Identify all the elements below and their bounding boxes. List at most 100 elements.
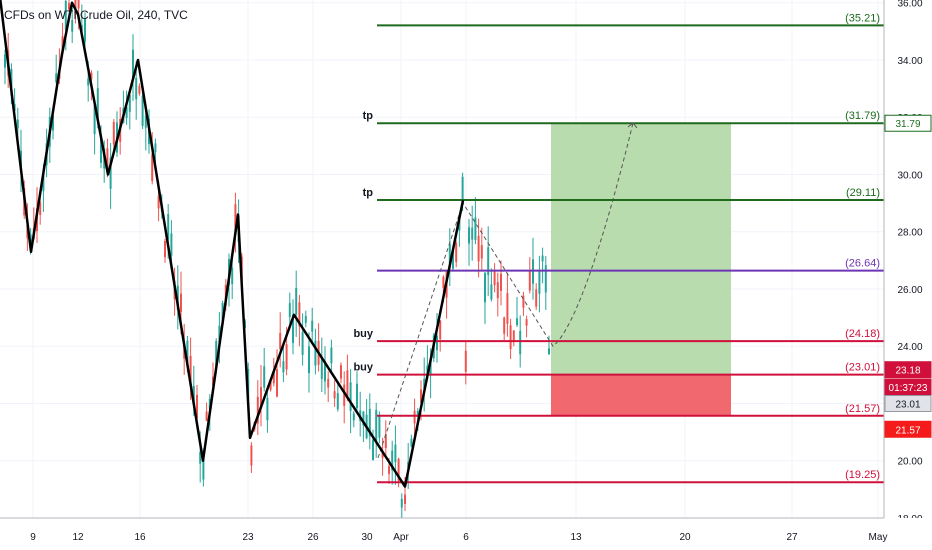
level-label-6: (21.57) <box>845 403 880 415</box>
x-tick-label: 9 <box>30 532 36 543</box>
price-tag-4: 21.57 <box>895 425 920 436</box>
candle <box>276 349 278 398</box>
candle <box>541 247 544 284</box>
candle <box>375 402 378 458</box>
x-tick-label: 23 <box>242 532 254 543</box>
price-tag-bg-0 <box>884 114 932 132</box>
candle <box>512 330 515 347</box>
candle <box>346 354 349 402</box>
level-label-7: (19.25) <box>845 469 880 481</box>
candle <box>324 346 326 395</box>
candle <box>525 315 528 338</box>
candle <box>487 226 490 297</box>
time-axis-bg <box>0 518 932 550</box>
candle <box>138 83 141 96</box>
x-tick-label: Apr <box>393 532 409 543</box>
y-tick-label: 36.00 <box>897 0 922 10</box>
candle <box>538 255 541 313</box>
y-tick-label: 24.00 <box>897 342 922 353</box>
level-label-4: (24.18) <box>845 328 880 340</box>
level-label-5: (23.01) <box>845 362 880 374</box>
candle <box>455 240 458 268</box>
candle <box>205 402 208 422</box>
candle <box>356 371 358 414</box>
forecast-path <box>377 122 634 459</box>
candle <box>84 12 86 47</box>
candle <box>263 347 266 392</box>
candle <box>340 362 342 384</box>
candle <box>311 307 314 343</box>
y-tick-label: 34.00 <box>897 56 922 67</box>
candle <box>71 3 74 43</box>
candle <box>68 0 70 11</box>
y-tick-label: 20.00 <box>897 457 922 468</box>
x-tick-label: 16 <box>134 532 146 543</box>
candle <box>282 346 285 383</box>
price-axis-bg <box>884 0 932 550</box>
target-zone <box>551 123 731 375</box>
candle <box>516 296 518 327</box>
x-tick-label: 27 <box>786 532 798 543</box>
price-tag-2: 01:37:23 <box>889 383 928 394</box>
candle <box>493 263 496 293</box>
candle <box>330 339 333 373</box>
candle <box>288 292 291 324</box>
candle <box>266 388 269 433</box>
level-label-0: (35.21) <box>845 12 880 24</box>
candle <box>532 237 534 300</box>
candle <box>234 192 237 253</box>
candle <box>295 270 298 337</box>
candle <box>522 291 525 317</box>
stop-zone <box>551 374 731 416</box>
candle <box>391 440 394 485</box>
candle <box>484 272 486 325</box>
candle <box>528 257 531 294</box>
x-tick-label: May <box>869 532 888 543</box>
candle <box>362 410 365 443</box>
candle <box>471 205 474 261</box>
candle <box>439 320 442 352</box>
x-tick-label: 26 <box>307 532 319 543</box>
candle <box>93 104 96 155</box>
candle <box>496 272 499 317</box>
price-tag-bg-4 <box>884 420 932 438</box>
candle <box>320 337 323 392</box>
candle <box>304 310 307 328</box>
candle <box>544 256 547 311</box>
candle <box>301 313 304 366</box>
candle <box>423 357 426 412</box>
candle <box>352 411 355 428</box>
y-tick-label: 28.00 <box>897 228 922 239</box>
price-tag-bg-1 <box>884 361 932 379</box>
candle <box>132 34 134 101</box>
zigzag-line <box>0 0 465 488</box>
forecast-arrowhead <box>627 122 638 129</box>
candle <box>368 393 371 450</box>
candle <box>164 238 166 263</box>
level-tag-buy-5: buy <box>353 362 373 374</box>
y-tick-label: 26.00 <box>897 285 922 296</box>
candle <box>279 312 282 368</box>
candle <box>535 283 538 311</box>
candle <box>128 93 131 130</box>
level-tag-buy-4: buy <box>353 328 373 340</box>
candle <box>477 218 480 278</box>
candle <box>314 328 317 375</box>
candle <box>260 365 262 427</box>
candle <box>436 313 438 363</box>
symbol-title: CFDs on WTI Crude Oil, 240, TVC <box>4 8 188 22</box>
candle <box>250 442 253 473</box>
y-tick-label: 30.00 <box>897 170 922 181</box>
candle <box>468 219 470 266</box>
candle <box>506 272 509 337</box>
candle <box>464 341 467 385</box>
candle <box>308 332 310 393</box>
candle <box>109 143 112 209</box>
price-tag-0: 31.79 <box>895 119 920 130</box>
candle <box>410 434 413 448</box>
price-tag-3: 23.01 <box>895 399 920 410</box>
x-tick-label: 12 <box>72 532 84 543</box>
candle <box>292 299 294 355</box>
candle <box>141 91 144 129</box>
